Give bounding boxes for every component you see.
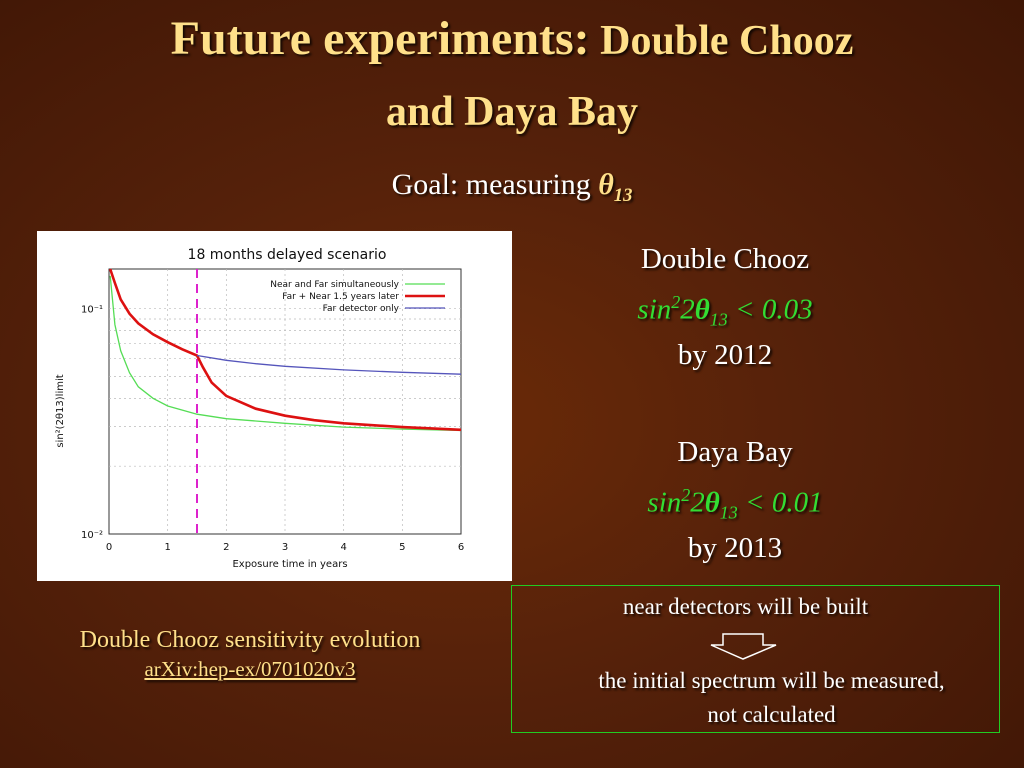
slide-title: Future experiments: Double Chooz and Day…	[0, 8, 1024, 143]
note-line-near-detectors: near detectors will be built	[622, 594, 869, 619]
y-tick-label: 10⁻¹	[81, 305, 103, 316]
slide-title-line1: Future experiments: Double Chooz	[170, 12, 854, 65]
y-tick-label: 10⁻²	[81, 530, 103, 541]
double-chooz-block: Double Chooz sin22θ13 < 0.03 by 2012	[560, 240, 890, 373]
legend-label: Far detector only	[323, 304, 400, 314]
note-line-not-calculated: not calculated	[707, 702, 836, 727]
x-tick-label: 2	[223, 542, 229, 553]
x-tick-label: 1	[164, 542, 170, 553]
daya-bay-year: by 2013	[687, 532, 783, 565]
goal-line: Goal: measuring θ13	[0, 168, 1024, 207]
arxiv-link[interactable]: arXiv:hep-ex/0701020v3	[144, 657, 356, 681]
goal-label: Goal: measuring	[391, 168, 599, 201]
chart-legend: Near and Far simultaneously Far + Near 1.…	[270, 280, 445, 314]
daya-bay-block: Daya Bay sin22θ13 < 0.01 by 2013	[570, 433, 900, 566]
goal-symbol: θ13	[598, 168, 633, 206]
chart-caption: Double Chooz sensitivity evolution arXiv…	[30, 626, 470, 684]
daya-bay-formula: sin22θ13 < 0.01	[647, 485, 823, 523]
x-tick-label: 5	[399, 542, 405, 553]
down-arrow-icon	[710, 633, 777, 660]
legend-label: Far + Near 1.5 years later	[282, 292, 399, 302]
series-layer	[108, 268, 462, 432]
note-box: near detectors will be built the initial…	[511, 585, 1000, 733]
x-tick-label: 3	[282, 542, 288, 553]
double-chooz-name: Double Chooz	[640, 243, 810, 275]
tick-layer: 0 1 2 3 4 5 6 10⁻¹ 10⁻²	[81, 305, 464, 553]
caption-text: Double Chooz sensitivity evolution	[79, 627, 421, 653]
grid-layer	[109, 269, 461, 534]
chart-svg: 18 months delayed scenario 0 1 2 3 4 5 6 10⁻¹ 10…	[55, 247, 464, 570]
slide-title-line2: and Daya Bay	[385, 89, 639, 135]
y-axis-label: sin²(2θ13)limit	[55, 374, 66, 447]
double-chooz-year: by 2012	[677, 339, 773, 372]
series-line-3	[196, 354, 462, 375]
daya-bay-name: Daya Bay	[677, 436, 793, 468]
x-tick-label: 4	[340, 542, 346, 553]
double-chooz-formula: sin22θ13 < 0.03	[637, 292, 813, 330]
chart-title: 18 months delayed scenario	[188, 247, 387, 263]
x-axis-label: Exposure time in years	[232, 559, 347, 570]
legend-label: Near and Far simultaneously	[270, 280, 399, 290]
x-tick-label: 0	[106, 542, 112, 553]
note-spectrum: the initial spectrum will be measured, n…	[512, 664, 1001, 732]
series-line-2	[108, 268, 462, 432]
note-line-spectrum: the initial spectrum will be measured,	[598, 668, 945, 693]
sensitivity-chart: 18 months delayed scenario 0 1 2 3 4 5 6 10⁻¹ 10…	[37, 231, 512, 581]
series-line-1	[109, 275, 462, 432]
x-tick-label: 6	[458, 542, 464, 553]
